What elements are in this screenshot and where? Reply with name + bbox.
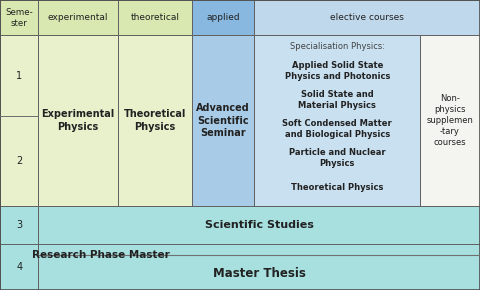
Text: Research Phase Master: Research Phase Master: [32, 250, 169, 260]
Text: Specialisation Physics:: Specialisation Physics:: [290, 42, 384, 51]
Text: theoretical: theoretical: [130, 13, 180, 22]
Bar: [38, 244, 480, 290]
Bar: [254, 35, 420, 206]
Text: Theoretical
Physics: Theoretical Physics: [124, 109, 186, 132]
Text: Solid State and
Material Physics: Solid State and Material Physics: [298, 90, 376, 110]
Bar: [38, 206, 480, 244]
Text: elective courses: elective courses: [330, 13, 404, 22]
Text: Particle and Nuclear
Physics: Particle and Nuclear Physics: [289, 148, 385, 168]
Bar: [0, 244, 38, 290]
Text: Master Thesis: Master Thesis: [213, 267, 306, 280]
Bar: [0, 0, 38, 35]
Bar: [0, 206, 38, 244]
Text: experimental: experimental: [48, 13, 108, 22]
Bar: [118, 0, 192, 35]
Text: 3: 3: [16, 220, 22, 230]
Text: applied: applied: [206, 13, 240, 22]
Text: Theoretical Physics: Theoretical Physics: [291, 182, 384, 192]
Text: Scientific Studies: Scientific Studies: [205, 220, 313, 230]
Text: Applied Solid State
Physics and Photonics: Applied Solid State Physics and Photonic…: [285, 61, 390, 81]
Text: 1: 1: [16, 71, 22, 81]
Text: Soft Condensed Matter
and Biological Physics: Soft Condensed Matter and Biological Phy…: [282, 119, 392, 139]
Bar: [38, 35, 118, 206]
Bar: [38, 0, 118, 35]
Bar: [118, 35, 192, 206]
Bar: [192, 0, 254, 35]
Bar: [420, 35, 480, 206]
Bar: [254, 0, 480, 35]
Bar: [192, 35, 254, 206]
Bar: [0, 116, 38, 206]
Bar: [0, 35, 38, 116]
Text: Experimental
Physics: Experimental Physics: [41, 109, 115, 132]
Text: Non-
physics
supplemen
-tary
courses: Non- physics supplemen -tary courses: [427, 94, 473, 147]
Text: 4: 4: [16, 262, 22, 272]
Text: Advanced
Scientific
Seminar: Advanced Scientific Seminar: [196, 103, 250, 138]
Text: 2: 2: [16, 156, 23, 166]
Text: Seme-
ster: Seme- ster: [5, 8, 33, 28]
